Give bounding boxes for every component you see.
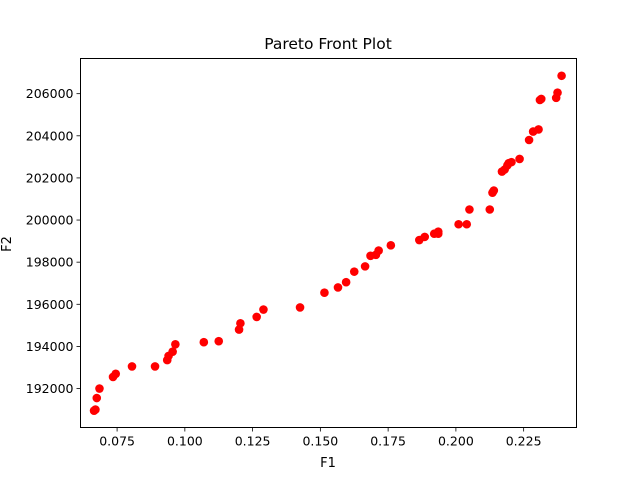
y-tick-label: 204000 [26,128,74,143]
x-tick-label: 0.200 [438,434,474,449]
y-tick-label: 194000 [26,339,74,354]
data-point [252,312,261,322]
data-point [553,88,562,97]
data-point [168,347,177,356]
data-point [485,205,495,214]
chart-title: Pareto Front Plot [264,35,392,53]
data-point [111,369,121,379]
y-tick-label: 196000 [26,297,74,312]
data-point [557,71,566,81]
data-point [349,267,359,276]
data-point [420,232,430,242]
data-point [515,154,524,164]
plot-area-frame [80,58,577,428]
data-point [320,288,329,298]
data-point [295,303,305,312]
data-point [465,205,474,214]
data-point [386,241,396,250]
data-point [341,277,351,287]
x-tick-label: 0.175 [370,434,406,449]
data-point [91,405,100,414]
data-point [534,125,543,134]
data-point [374,246,383,255]
axes: 0.075 0.100 0.125 0.150 0.175 0.200 0.225 19200… [26,86,542,448]
data-point [536,94,546,104]
x-tick-label: 0.075 [99,434,135,449]
x-axis-label: F1 [320,456,336,471]
data-point [433,229,443,239]
data-point [199,337,209,347]
y-tick-label: 198000 [26,255,74,270]
data-point [462,219,472,229]
data-point [95,384,104,393]
data-point [259,305,268,314]
data-point [127,362,137,371]
data-point [524,135,534,145]
y-axis-label: F2 [0,236,15,252]
data-points [89,71,566,415]
x-tick-label: 0.225 [506,434,542,449]
data-point [150,362,160,371]
data-point [236,318,245,328]
data-point [333,283,343,292]
x-tick-label: 0.150 [302,434,338,449]
y-tick-label: 202000 [26,170,74,185]
y-tick-label: 192000 [26,381,74,396]
y-tick-label: 200000 [26,213,74,228]
x-tick-label: 0.125 [235,434,271,449]
x-tick-label: 0.100 [167,434,203,449]
data-point [507,157,516,167]
data-point [454,219,463,229]
data-point [92,393,102,403]
y-tick-label: 206000 [26,86,74,101]
data-point [360,262,370,271]
data-point [489,186,499,195]
data-point [171,340,180,349]
data-point [214,336,224,346]
